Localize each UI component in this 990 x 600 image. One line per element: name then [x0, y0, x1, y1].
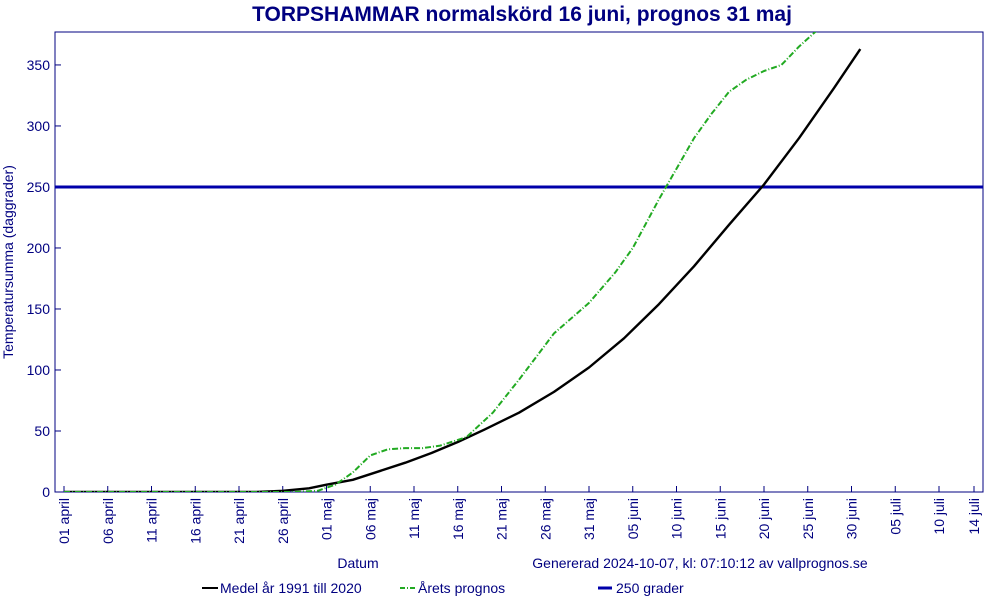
x-tick-label: 11 maj — [406, 498, 422, 539]
x-tick-label: 06 maj — [362, 498, 378, 540]
x-tick-label: 05 juli — [887, 498, 903, 535]
x-tick-label: 14 juli — [966, 498, 982, 535]
legend-label-medel: Medel år 1991 till 2020 — [220, 580, 362, 596]
series-group — [55, 32, 983, 492]
x-tick-label: 11 april — [144, 498, 160, 543]
y-tick-label: 150 — [27, 301, 51, 317]
x-tick-label: 21 april — [231, 498, 247, 544]
series-line-prognos — [64, 32, 817, 492]
chart-title: TORPSHAMMAR normalskörd 16 juni, prognos… — [252, 3, 792, 26]
legend: Medel år 1991 till 2020 Årets prognos 25… — [202, 580, 684, 596]
x-tick-label: 06 april — [100, 498, 116, 544]
x-tick-label: 30 juni — [844, 498, 860, 539]
x-axis-label: Datum — [337, 555, 378, 571]
x-tick-label: 16 april — [187, 498, 203, 544]
plot-area — [54, 31, 984, 493]
x-tick-label: 31 maj — [581, 498, 597, 540]
x-tick-label: 20 juni — [756, 498, 772, 539]
x-axis: 01 april 06 april 11 april 16 april 21 april… — [56, 486, 982, 544]
x-tick-label: 16 maj — [450, 498, 466, 540]
legend-label-prognos: Årets prognos — [418, 580, 505, 596]
x-tick-label: 26 maj — [537, 498, 553, 540]
generated-note: Genererad 2024-10-07, kl: 07:10:12 av va… — [532, 555, 868, 571]
x-tick-label: 01 maj — [319, 498, 335, 540]
y-tick-label: 250 — [27, 179, 51, 195]
y-tick-label: 100 — [27, 362, 51, 378]
x-tick-label: 10 juli — [931, 498, 947, 535]
x-tick-label: 01 april — [56, 498, 72, 544]
x-tick-label: 25 juni — [800, 498, 816, 539]
y-axis-label: Temperatursumma (daggrader) — [0, 165, 16, 359]
x-tick-label: 05 juni — [625, 498, 641, 539]
y-tick-label: 350 — [27, 57, 51, 73]
x-tick-label: 10 juni — [669, 498, 685, 539]
y-tick-label: 200 — [27, 240, 51, 256]
x-tick-label: 15 juni — [712, 498, 728, 539]
y-tick-label: 300 — [27, 118, 51, 134]
x-tick-label: 26 april — [275, 498, 291, 544]
x-tick-label: 21 maj — [494, 498, 510, 540]
y-tick-label: 50 — [34, 423, 50, 439]
y-tick-label: 0 — [42, 484, 50, 500]
series-line-medel — [64, 48, 862, 492]
legend-label-threshold: 250 grader — [616, 580, 684, 596]
